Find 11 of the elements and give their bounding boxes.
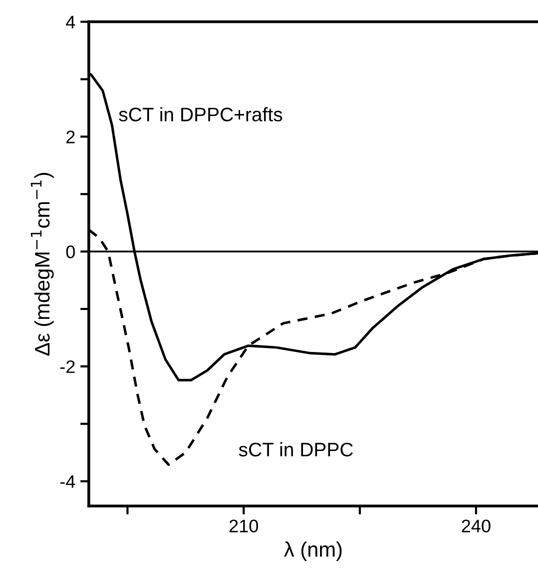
y-tick-label: 4 <box>66 16 76 28</box>
text: sCT in DPPC <box>238 442 353 456</box>
y-tick-label: -2 <box>60 360 75 373</box>
y-tick-label: -4 <box>60 475 76 488</box>
y-tick-label: 0 <box>66 245 75 258</box>
series-label: sCT in DPPC+rafts <box>118 107 282 122</box>
x-tick-label: 240 <box>462 520 490 532</box>
y-tick-label: 2 <box>66 130 75 144</box>
x-tick-label: 210 <box>230 520 258 532</box>
y-axis-title: Δε (mdegM$^{−1}$cm$^{−1}$) <box>30 172 54 356</box>
x-axis-title: λ (nm) <box>284 542 342 561</box>
